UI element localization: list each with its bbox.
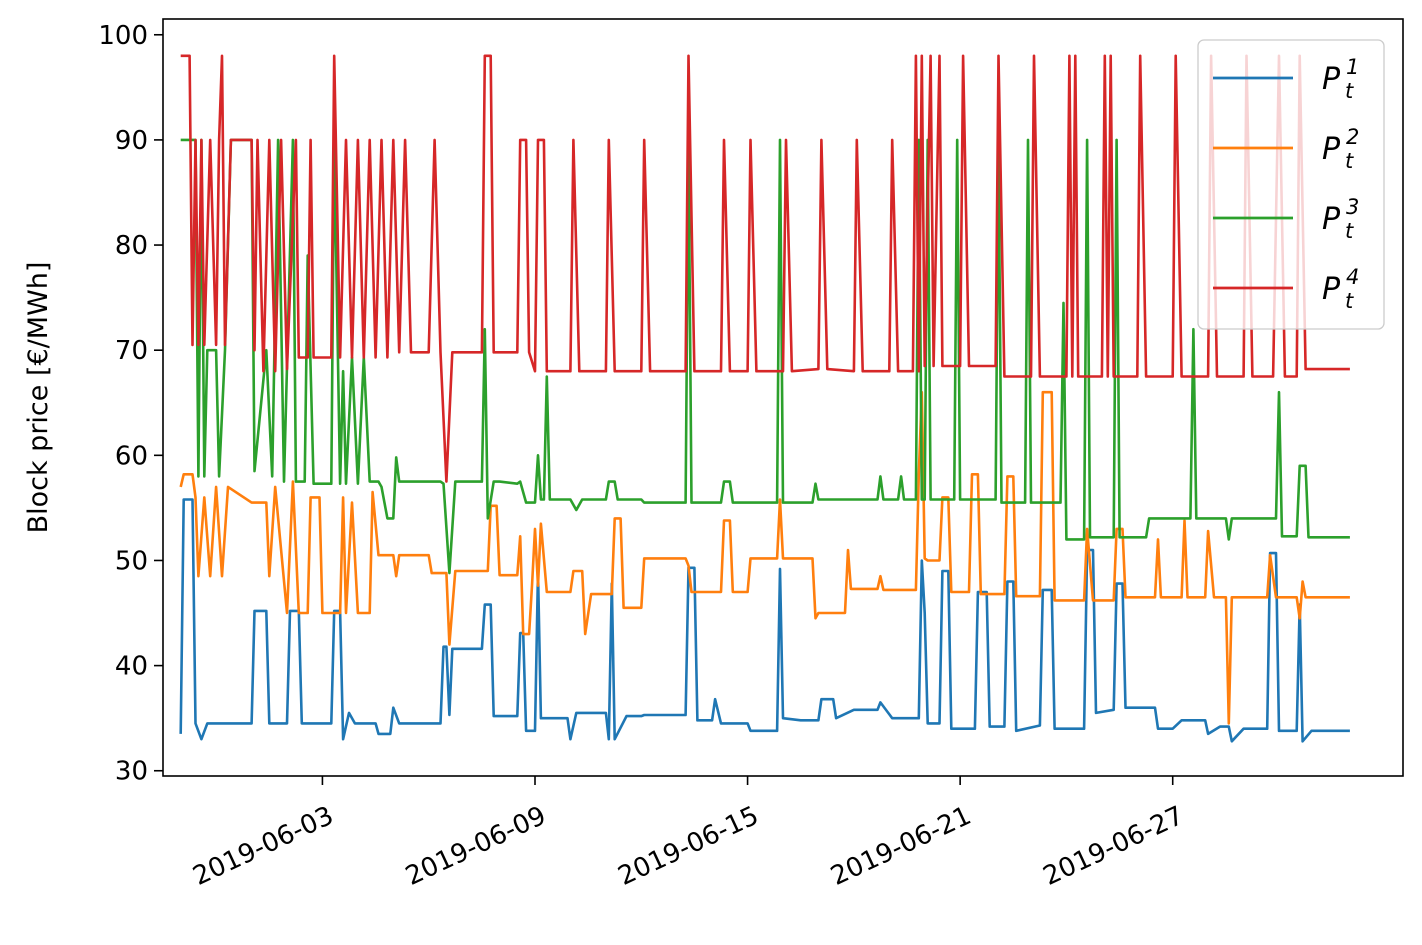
legend-label-4: P [1322,272,1341,307]
series-line-3 [180,138,1350,575]
legend-label-subscript: t [1345,79,1354,103]
y-tick-label: 40 [115,652,148,682]
y-tick-label: 90 [115,126,148,156]
legend-label-superscript: 2 [1346,125,1359,149]
series-line-1 [179,498,1350,743]
legend-label-superscript: 4 [1346,265,1359,289]
legend-label-1: P [1322,62,1341,97]
legend-label-superscript: 1 [1346,55,1359,79]
y-axis: 30 40 50 60 70 80 90 100 [98,21,163,787]
legend: P 1tP 2tP 3tP 4t [1197,39,1385,330]
y-tick-label: 100 [98,21,148,51]
series-line-4 [180,54,1350,483]
y-tick-label: 70 [115,336,148,366]
legend-label-superscript: 3 [1346,195,1359,219]
legend-label-2: P [1322,132,1341,167]
y-tick-label: 80 [115,231,148,261]
legend-label-subscript: t [1345,289,1354,313]
y-tick-label: 50 [115,546,148,576]
axes-frame [162,18,1404,777]
legend-box [1197,39,1385,330]
legend-label-3: P [1322,202,1341,237]
legend-label-subscript: t [1345,149,1354,173]
legend-label-subscript: t [1345,219,1354,243]
y-tick-label: 60 [115,441,148,471]
y-axis-label: Block price [€/MWh] [23,262,54,534]
series-layer [179,54,1350,743]
y-tick-label: 30 [115,757,148,787]
